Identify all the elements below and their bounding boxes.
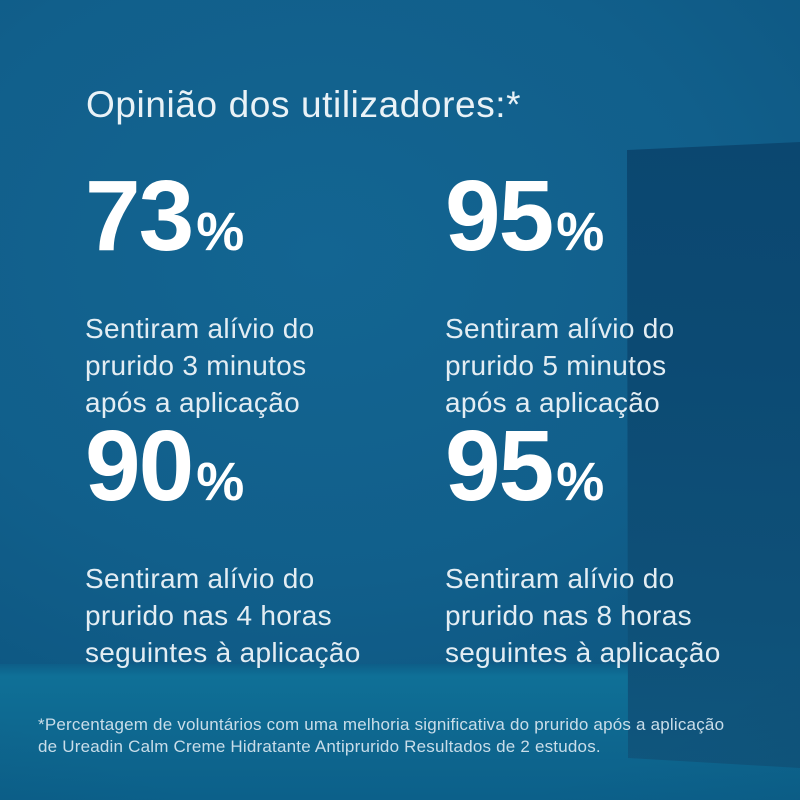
footnote: *Percentagem de voluntários com uma melh… bbox=[38, 714, 724, 758]
stat-number-text: 95 bbox=[445, 160, 554, 272]
stat-description-line: Sentiram alívio do bbox=[445, 563, 675, 594]
stat-value: 95% bbox=[445, 416, 745, 546]
stats-grid: 73% Sentiram alívio do prurido 3 minutos… bbox=[85, 166, 745, 668]
stat-description-line: seguintes à aplicação bbox=[445, 637, 721, 668]
stat-description-line: prurido nas 8 horas bbox=[445, 600, 692, 631]
stat-block-5-minutes: 95% Sentiram alívio do prurido 5 minutos… bbox=[445, 166, 745, 418]
footnote-line: de Ureadin Calm Creme Hidratante Antipru… bbox=[38, 737, 601, 756]
stat-description-line: seguintes à aplicação bbox=[85, 637, 361, 668]
stat-description-line: Sentiram alívio do bbox=[85, 563, 315, 594]
stat-description: Sentiram alívio do prurido nas 4 horas s… bbox=[85, 560, 445, 671]
percent-sign: % bbox=[196, 452, 245, 512]
stat-number-text: 95 bbox=[445, 410, 554, 522]
stat-description-line: após a aplicação bbox=[85, 387, 300, 418]
stat-description-line: prurido 3 minutos bbox=[85, 350, 307, 381]
stat-description: Sentiram alívio do prurido nas 8 horas s… bbox=[445, 560, 745, 671]
stat-description-line: após a aplicação bbox=[445, 387, 660, 418]
stat-value: 95% bbox=[445, 166, 745, 296]
stat-block-3-minutes: 73% Sentiram alívio do prurido 3 minutos… bbox=[85, 166, 445, 418]
footnote-line: *Percentagem de voluntários com uma melh… bbox=[38, 715, 725, 734]
stat-value: 73% bbox=[85, 166, 445, 296]
percent-sign: % bbox=[556, 202, 605, 262]
stat-description-line: Sentiram alívio do bbox=[85, 313, 315, 344]
stat-description-line: prurido 5 minutos bbox=[445, 350, 667, 381]
stat-block-8-hours: 95% Sentiram alívio do prurido nas 8 hor… bbox=[445, 416, 745, 668]
stat-number-text: 73 bbox=[85, 160, 194, 272]
stat-description-line: prurido nas 4 horas bbox=[85, 600, 332, 631]
page-title: Opinião dos utilizadores:* bbox=[86, 84, 522, 125]
stat-description: Sentiram alívio do prurido 3 minutos apó… bbox=[85, 310, 445, 421]
stat-number-text: 90 bbox=[85, 410, 194, 522]
percent-sign: % bbox=[196, 202, 245, 262]
stat-description-line: Sentiram alívio do bbox=[445, 313, 675, 344]
stat-description: Sentiram alívio do prurido 5 minutos apó… bbox=[445, 310, 745, 421]
stat-value: 90% bbox=[85, 416, 445, 546]
percent-sign: % bbox=[556, 452, 605, 512]
stat-block-4-hours: 90% Sentiram alívio do prurido nas 4 hor… bbox=[85, 416, 445, 668]
